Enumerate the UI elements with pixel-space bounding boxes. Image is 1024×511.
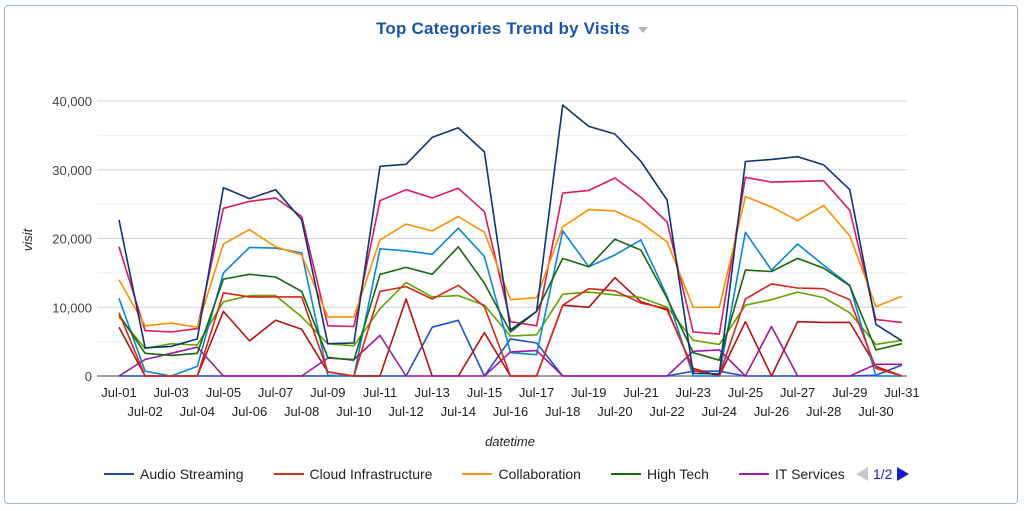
legend-next-icon[interactable] — [897, 467, 910, 481]
x-tick-label: Jul-28 — [806, 404, 841, 419]
y-tick-label: 0 — [85, 369, 92, 384]
series-line-unlabeled[interactable] — [118, 281, 903, 350]
x-tick-label: Jul-29 — [832, 385, 867, 400]
legend-item-audio-streaming[interactable]: Audio Streaming — [104, 466, 244, 482]
series-line-audio-streaming[interactable] — [118, 104, 903, 375]
legend-swatch — [610, 473, 641, 475]
x-tick-label: Jul-08 — [284, 404, 319, 419]
legend-page-indicator: 1/2 — [873, 466, 893, 482]
x-tick-label: Jul-02 — [127, 404, 162, 419]
legend-label: Cloud Infrastructure — [309, 466, 433, 482]
legend-item-cloud-infrastructure[interactable]: Cloud Infrastructure — [273, 466, 433, 482]
legend-label: Collaboration — [498, 466, 581, 482]
series-line-high-tech[interactable] — [118, 238, 903, 362]
series-line-unlabeled[interactable] — [118, 176, 903, 335]
series-line-unlabeled[interactable] — [118, 227, 902, 377]
x-tick-label: Jul-30 — [858, 404, 893, 419]
y-axis-ticks: 0 10,000 20,000 30,000 40,000 — [52, 94, 92, 384]
legend-label: IT Services — [774, 466, 845, 482]
x-tick-label: Jul-25 — [728, 385, 763, 400]
legend-swatch — [273, 473, 304, 475]
legend: Audio Streaming Cloud Infrastructure Col… — [104, 466, 875, 482]
legend-swatch — [104, 473, 134, 475]
x-tick-label: Jul-10 — [336, 404, 371, 419]
x-tick-label: Jul-16 — [493, 404, 528, 419]
series-line-cloud-infrastructure[interactable] — [118, 283, 903, 377]
legend-item-it-services[interactable]: IT Services — [738, 466, 845, 482]
legend-prev-icon[interactable] — [856, 467, 868, 481]
legend-pager: 1/2 — [856, 466, 910, 482]
x-tick-label: Jul-09 — [310, 385, 345, 400]
x-tick-label: Jul-27 — [780, 385, 815, 400]
x-tick-label: Jul-12 — [388, 404, 423, 419]
x-tick-label: Jul-24 — [702, 404, 737, 419]
y-tick-label: 10,000 — [52, 300, 92, 315]
chart-card — [4, 5, 1018, 504]
x-tick-label: Jul-03 — [153, 385, 188, 400]
legend-label: Audio Streaming — [140, 466, 244, 482]
x-tick-label: Jul-14 — [441, 404, 476, 419]
x-tick-label: Jul-04 — [180, 404, 215, 419]
series-line-collaboration[interactable] — [118, 195, 903, 329]
series-lines — [118, 104, 903, 377]
legend-item-high-tech[interactable]: High Tech — [610, 466, 709, 482]
chart-title-text: Top Categories Trend by Visits — [376, 19, 630, 38]
x-axis-ticks: Jul-01 Jul-02 Jul-03 Jul-04 Jul-05 Jul-06 Jul-… — [101, 385, 919, 419]
y-tick-label: 30,000 — [52, 163, 92, 178]
x-tick-label: Jul-01 — [101, 385, 136, 400]
x-tick-label: Jul-31 — [884, 385, 919, 400]
x-tick-label: Jul-20 — [597, 404, 632, 419]
x-tick-label: Jul-15 — [467, 385, 502, 400]
chart-title[interactable]: Top Categories Trend by Visits — [0, 19, 1024, 39]
x-axis-title: datetime — [485, 434, 535, 449]
legend-swatch — [462, 473, 493, 475]
x-tick-label: Jul-26 — [754, 404, 789, 419]
x-tick-label: Jul-22 — [649, 404, 684, 419]
x-tick-label: Jul-23 — [675, 385, 710, 400]
x-tick-label: Jul-07 — [258, 385, 293, 400]
y-axis-title: visit — [20, 227, 35, 251]
x-tick-label: Jul-05 — [206, 385, 241, 400]
legend-item-collaboration[interactable]: Collaboration — [462, 466, 581, 482]
x-tick-label: Jul-17 — [519, 385, 554, 400]
x-tick-label: Jul-13 — [414, 385, 449, 400]
series-line-it-services[interactable] — [118, 325, 902, 377]
x-tick-label: Jul-06 — [232, 404, 267, 419]
y-tick-label: 40,000 — [52, 94, 92, 109]
y-tick-label: 20,000 — [52, 232, 92, 247]
legend-swatch — [738, 473, 769, 475]
x-tick-label: Jul-11 — [363, 385, 397, 400]
dropdown-caret-icon[interactable] — [637, 26, 648, 33]
x-tick-label: Jul-19 — [571, 385, 606, 400]
gridlines — [97, 100, 907, 377]
legend-label: High Tech — [646, 466, 709, 482]
x-tick-label: Jul-21 — [623, 385, 658, 400]
x-tick-label: Jul-18 — [545, 404, 580, 419]
